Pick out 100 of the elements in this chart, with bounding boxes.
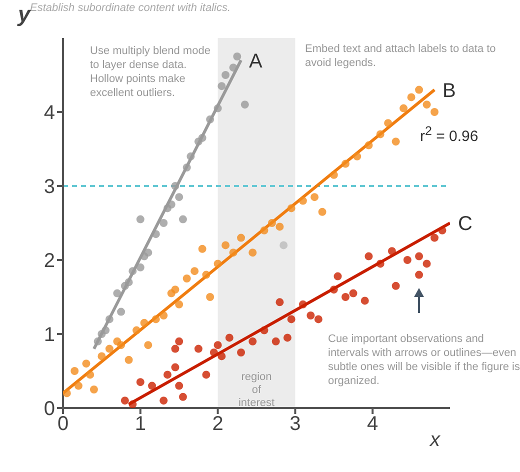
point: [360, 296, 369, 305]
x-tick-label: 1: [134, 413, 146, 436]
point: [128, 267, 137, 276]
point: [117, 341, 126, 350]
point: [430, 234, 439, 242]
point: [210, 348, 218, 356]
point: [86, 370, 94, 379]
point: [105, 315, 114, 324]
point: [229, 248, 238, 257]
point: [132, 326, 141, 334]
point: [268, 219, 276, 227]
point: [74, 382, 82, 390]
point: [384, 119, 392, 128]
point: [298, 196, 307, 205]
point: [152, 315, 160, 324]
point: [233, 52, 242, 60]
point: [403, 256, 412, 264]
x-tick-label: 2: [212, 413, 224, 436]
point: [376, 260, 384, 268]
point: [222, 71, 230, 79]
point: [222, 241, 230, 250]
point: [120, 396, 129, 405]
annotation: Cue important observations and intervals with arrows or outlines—even subtle ones will be visible if the figure is organized.: [328, 333, 520, 387]
point: [248, 337, 257, 346]
point: [206, 293, 214, 301]
point: [306, 312, 315, 320]
point: [175, 193, 184, 202]
point: [140, 318, 148, 327]
point: [330, 286, 338, 294]
point: [342, 293, 350, 301]
point: [136, 378, 144, 386]
y-tick-label: 3: [44, 176, 55, 198]
point: [287, 204, 296, 212]
point: [214, 341, 222, 350]
point: [218, 352, 226, 360]
y-axis-title: y: [17, 2, 32, 27]
point: [194, 344, 202, 353]
point: [260, 226, 268, 234]
y-tick-label: 0: [44, 398, 55, 420]
band-label: region of interest: [238, 371, 275, 409]
point: [124, 278, 133, 286]
point: [90, 386, 98, 394]
point: [178, 392, 187, 401]
point: [400, 104, 408, 112]
point: [318, 208, 326, 216]
point: [144, 341, 152, 350]
point: [438, 226, 446, 234]
point: [124, 356, 133, 364]
point: [364, 141, 373, 150]
point: [330, 170, 338, 179]
annotation: Use multiply blend mode to layer dense data. Hollow points make excellent outliers.: [90, 45, 210, 99]
point: [415, 86, 424, 94]
point: [202, 370, 210, 379]
point: [144, 248, 152, 257]
point: [314, 315, 322, 324]
point: [280, 241, 288, 250]
point: [136, 263, 144, 272]
point: [415, 270, 424, 279]
point: [160, 396, 168, 405]
point: [198, 134, 206, 142]
point: [214, 260, 222, 268]
series-label: B: [442, 80, 456, 102]
point: [202, 270, 210, 279]
point: [105, 344, 114, 353]
point: [171, 182, 180, 190]
point: [407, 93, 416, 102]
annotation: Embed text and attach labels to data to avoid legends.: [305, 43, 496, 69]
point: [198, 244, 206, 253]
point: [229, 64, 238, 72]
point: [388, 247, 396, 256]
point: [175, 382, 184, 390]
point: [287, 315, 296, 324]
point: [98, 352, 106, 360]
point: [353, 152, 362, 160]
point: [272, 337, 280, 346]
point: [422, 100, 431, 109]
point: [113, 289, 122, 298]
point: [186, 152, 195, 160]
chart-subtitle: Establish subordinate content with italics.: [30, 2, 231, 14]
point: [422, 260, 431, 268]
x-axis-title: x: [429, 429, 441, 451]
point: [310, 193, 319, 202]
point: [117, 308, 126, 316]
point: [248, 248, 257, 257]
y-tick-label: 4: [44, 102, 55, 124]
point: [190, 267, 199, 276]
point: [167, 200, 176, 208]
x-tick-label: 3: [290, 413, 301, 436]
series-label: C: [458, 213, 472, 236]
point: [160, 312, 168, 320]
x-tick-label: 4: [367, 413, 378, 436]
point: [102, 326, 110, 334]
point: [128, 400, 137, 408]
point: [342, 160, 350, 168]
point: [392, 138, 400, 146]
point: [260, 326, 268, 334]
point: [82, 360, 90, 368]
point: [334, 272, 342, 280]
point: [171, 344, 180, 353]
point: [214, 104, 222, 112]
